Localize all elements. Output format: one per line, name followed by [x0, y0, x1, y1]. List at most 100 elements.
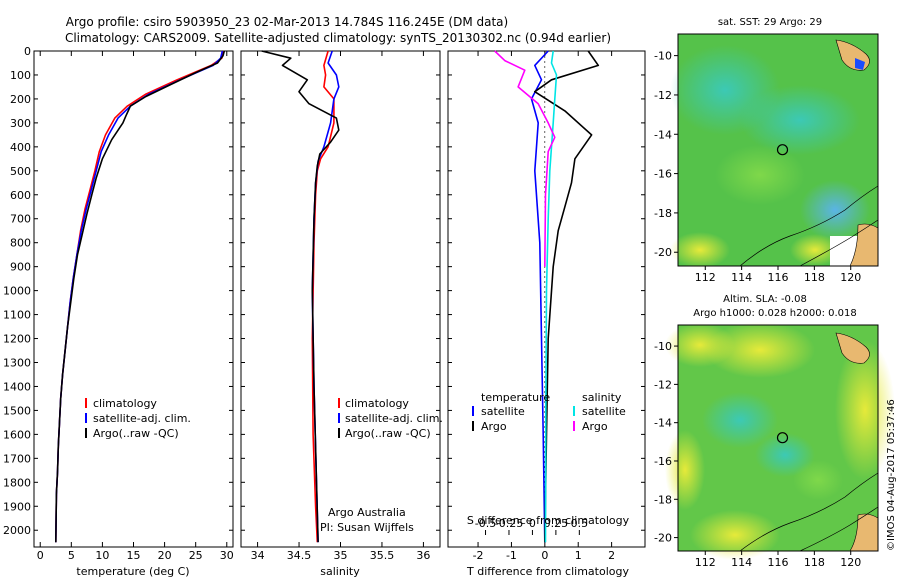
s-tick-label: -0.25 [495, 517, 523, 530]
diff-legend: temperature satellite Argo salinity sate… [472, 391, 626, 433]
s-diff-xlabel: S difference from climatology [467, 514, 630, 527]
legend-sat-label: satellite-adj. clim. [93, 412, 191, 425]
annotation-line1: Argo Australia [328, 506, 406, 519]
x-tick-label: 34.5 [287, 549, 312, 562]
x-tick-label: 120 [840, 556, 861, 569]
series-line-s-argo [494, 50, 556, 267]
x-tick-label: 25 [189, 549, 203, 562]
legend-argo-label: Argo(..raw -QC) [93, 427, 179, 440]
legend-sat-label: satellite-adj. clim. [345, 412, 443, 425]
y-tick-label: 1500 [3, 404, 31, 417]
bathymetry-contour [799, 506, 879, 552]
y-tick-label: 700 [10, 213, 31, 226]
x-tick-label: 15 [127, 549, 141, 562]
x-tick-label: 114 [731, 271, 752, 284]
land-bay [855, 58, 865, 70]
x-tick-label: 20 [158, 549, 172, 562]
legend-tsat-label: satellite [481, 405, 525, 418]
legend-sargo-label: Argo [582, 420, 608, 433]
temperature-frame [33, 50, 234, 548]
x-tick-label: 5 [68, 549, 75, 562]
y-tick-label: -10 [654, 50, 672, 63]
x-tick-label: 35.5 [370, 549, 395, 562]
sla-map-image [665, 322, 895, 560]
y-tick-label: -12 [654, 378, 672, 391]
argo-location-marker [776, 144, 789, 156]
salinity-lines [261, 50, 340, 543]
header-line1: Argo profile: csiro 5903950_23 02-Mar-20… [66, 15, 508, 29]
salinity-frame [240, 50, 441, 548]
x-tick-label: 34 [251, 549, 265, 562]
y-tick-label: 1800 [3, 476, 31, 489]
y-tick-label: 1900 [3, 500, 31, 513]
s-tick-label: -0.5 [475, 517, 496, 530]
y-tick-label: 1600 [3, 428, 31, 441]
difference-frame [447, 50, 646, 548]
series-line-satellite-adj-clim- [55, 50, 224, 543]
y-tick-label: 1200 [3, 333, 31, 346]
legend-clim-label: climatology [93, 397, 157, 410]
y-tick-label: -20 [654, 532, 672, 545]
sla-map-subtitle: Argo h1000: 0.028 h2000: 0.018 [693, 308, 857, 319]
y-tick-label: 1000 [3, 285, 31, 298]
y-tick-label: 1100 [3, 309, 31, 322]
sst-map-title: sat. SST: 29 Argo: 29 [718, 17, 822, 28]
y-tick-label: 1700 [3, 452, 31, 465]
y-tick-label: -10 [654, 340, 672, 353]
y-tick-label: 400 [10, 141, 31, 154]
salinity-xlabel: salinity [320, 565, 360, 578]
y-tick-label: -14 [654, 417, 672, 430]
x-tick-label: 116 [768, 556, 789, 569]
series-line-argo [55, 50, 226, 543]
y-tick-label: 0 [24, 45, 31, 58]
sst-map-image [670, 34, 879, 268]
x-tick-label: -1 [506, 549, 517, 562]
legend-argo-label: Argo(..raw -QC) [345, 427, 431, 440]
y-tick-label: 2000 [3, 524, 31, 537]
temperature-legend: climatology satellite-adj. clim. Argo(..… [85, 397, 191, 440]
sla-map-title: Altim. SLA: -0.08 [723, 294, 807, 305]
legend-targo-label: Argo [481, 420, 507, 433]
x-tick-label: 36 [416, 549, 430, 562]
salinity-axes: 34 34.5 35 35.5 36 [241, 50, 440, 562]
x-tick-label: 116 [768, 271, 789, 284]
land-mass [835, 332, 870, 364]
bathymetry-contour [739, 472, 879, 552]
annotation-line2: PI: Susan Wijffels [320, 521, 414, 534]
y-tick-label: 900 [10, 261, 31, 274]
legend-clim-label: climatology [345, 397, 409, 410]
series-line-climatology [311, 50, 335, 543]
difference-panel: -2 -1 0 1 2 -0.5-0.25 0 0.25 0.5 S difference fr… [447, 50, 646, 578]
temperature-axes: 0 5 10 15 20 25 300100200300400500600700800900… [3, 45, 234, 562]
legend-temp-title: temperature [481, 391, 550, 404]
y-tick-label: -18 [654, 493, 672, 506]
sst-map: sat. SST: 29 Argo: 29 112 114 116 118 120 -10… [654, 17, 879, 284]
y-tick-label: -20 [654, 246, 672, 259]
y-tick-label: 800 [10, 237, 31, 250]
temperature-xlabel: temperature (deg C) [76, 565, 189, 578]
x-tick-label: 112 [695, 556, 716, 569]
series-line-climatology [55, 50, 225, 543]
s-tick-label: 0.5 [571, 517, 589, 530]
x-tick-label: -2 [473, 549, 484, 562]
x-tick-label: 0 [541, 549, 548, 562]
x-tick-label: 112 [695, 271, 716, 284]
y-tick-label: 100 [10, 69, 31, 82]
x-tick-label: 30 [220, 549, 234, 562]
series-line-argo [261, 50, 340, 543]
y-tick-label: -14 [654, 128, 672, 141]
y-tick-label: -16 [654, 168, 672, 181]
argo-location-marker [776, 432, 789, 444]
series-line-s-satellite [544, 50, 558, 543]
x-tick-label: 2 [608, 549, 615, 562]
x-tick-label: 118 [804, 271, 825, 284]
bathymetry-contour [799, 219, 879, 267]
temperature-lines [55, 50, 226, 543]
sst-map-axes: 112 114 116 118 120 -10 -12 -14 -16 -18 -20 [654, 50, 861, 284]
y-tick-label: 1400 [3, 380, 31, 393]
difference-axes: -2 -1 0 1 2 -0.5-0.25 0 0.25 0.5 [448, 50, 645, 562]
x-tick-label: 1 [575, 549, 582, 562]
x-tick-label: 118 [804, 556, 825, 569]
y-tick-label: 1300 [3, 356, 31, 369]
